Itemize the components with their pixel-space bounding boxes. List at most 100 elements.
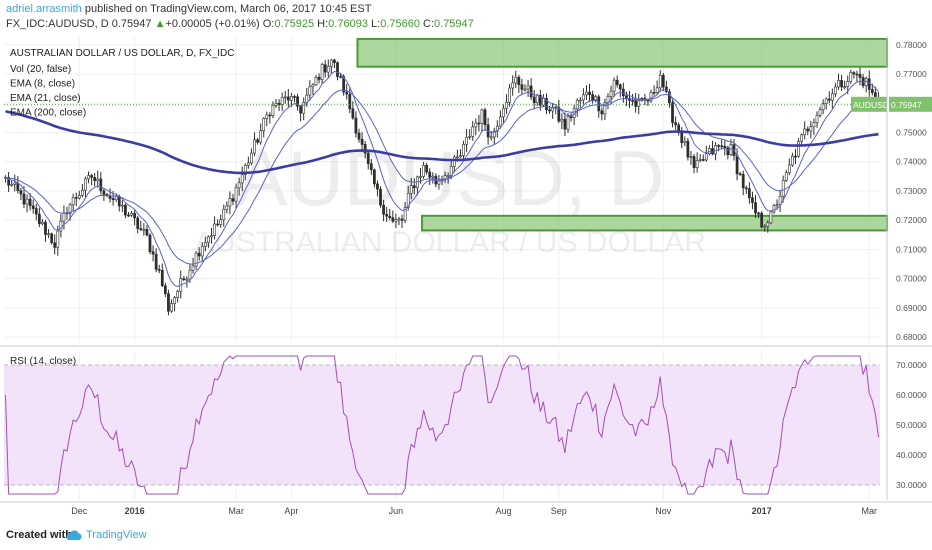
candle-body [686, 140, 690, 158]
legend-item: EMA (21, close) [10, 93, 81, 104]
candle-body [821, 103, 825, 110]
candle-body [563, 118, 567, 130]
candle-body [271, 105, 275, 116]
candle-body [10, 184, 14, 186]
legend-item: Vol (20, false) [10, 64, 71, 75]
time-axis-tick: Dec [71, 506, 88, 516]
candle-body [308, 86, 312, 96]
candle-body [763, 225, 767, 228]
candle-body [665, 86, 668, 92]
candle-body [280, 96, 284, 105]
candle-body [391, 217, 395, 222]
candle-body [412, 185, 416, 189]
candle-body [363, 144, 367, 154]
candle-body [849, 72, 853, 82]
author-link[interactable]: adriel.arrasmith [6, 3, 82, 15]
candle-body [738, 173, 742, 176]
candle-body [772, 205, 776, 213]
candle-body [256, 139, 259, 143]
candle-body [237, 182, 241, 189]
candle-body [812, 122, 816, 128]
candle-body [717, 145, 721, 147]
candle-body [511, 82, 515, 89]
candle-body [459, 155, 462, 158]
change-arrow-icon: ▲ [154, 18, 166, 30]
close-value: 0.75947 [434, 18, 474, 30]
candle-body [600, 110, 604, 115]
time-axis-tick: Apr [284, 506, 298, 516]
candle-body [93, 177, 97, 181]
candle-body [492, 130, 496, 138]
candle-body [357, 132, 361, 140]
candle-body [658, 74, 662, 89]
time-axis-tick: Nov [655, 506, 672, 516]
candle-body [317, 77, 321, 80]
candle-body [803, 128, 807, 136]
candle-body [612, 79, 616, 92]
candle-body [535, 94, 539, 104]
price-tag-value-bg [889, 96, 932, 112]
candle-body [136, 217, 140, 229]
rsi-band [4, 365, 880, 485]
candle-body [852, 72, 856, 75]
candle-body [557, 106, 561, 122]
candle-body [87, 175, 90, 180]
candle-body [517, 76, 521, 85]
candle-body [388, 215, 392, 218]
candle-body [173, 297, 176, 304]
candle-body [253, 139, 256, 154]
symbol-label: FX_IDC:AUDUSD, D [6, 18, 109, 30]
candle-body [84, 178, 87, 191]
candle-body [274, 102, 278, 106]
candle-body [22, 193, 26, 205]
candle-body [784, 172, 788, 181]
candle-body [603, 102, 607, 115]
candle-body [400, 218, 404, 221]
last-price: 0.75947 [111, 18, 152, 30]
candle-body [277, 102, 281, 105]
candle-body [545, 98, 548, 111]
candle-body [170, 303, 173, 312]
candle-body [548, 109, 551, 112]
candle-body [708, 148, 711, 154]
candle-body [529, 85, 533, 98]
candle-body [594, 96, 598, 102]
candle-body [231, 198, 235, 202]
candle-body [499, 116, 502, 127]
candle-body [225, 205, 229, 210]
candle-body [77, 195, 81, 199]
candle-body [246, 162, 250, 166]
candle-body [692, 156, 696, 168]
candle-body [489, 136, 493, 139]
close-label: C: [423, 18, 435, 30]
time-axis-tick: Mar [861, 506, 877, 516]
legend-item: EMA (8, close) [10, 79, 75, 90]
candle-body [185, 278, 189, 281]
candle-body [145, 228, 149, 236]
candle-body [830, 93, 834, 101]
candle-body [846, 81, 850, 87]
resistance-zone [356, 37, 888, 68]
candle-body [74, 197, 78, 199]
price-axis-tick: 0.75000 [896, 127, 927, 137]
candle-body [526, 85, 530, 90]
price-tag-value: 0.75947 [891, 100, 922, 110]
candle-body [735, 155, 739, 175]
candle-body [90, 175, 93, 178]
candle-body [502, 107, 505, 118]
candle-body [385, 213, 389, 217]
candle-body [827, 98, 831, 101]
high-label: H: [317, 18, 329, 30]
candle-body [520, 84, 524, 90]
candle-body [148, 234, 152, 252]
candle-body [791, 155, 794, 166]
tradingview-brand-link[interactable]: TradingView [86, 529, 147, 541]
candle-body [588, 91, 591, 95]
candle-body [695, 160, 699, 168]
candle-body [649, 92, 653, 102]
candle-body [41, 221, 44, 225]
price-axis-tick: 0.74000 [896, 157, 927, 167]
low-label: L: [371, 18, 381, 30]
candle-body [704, 153, 708, 161]
